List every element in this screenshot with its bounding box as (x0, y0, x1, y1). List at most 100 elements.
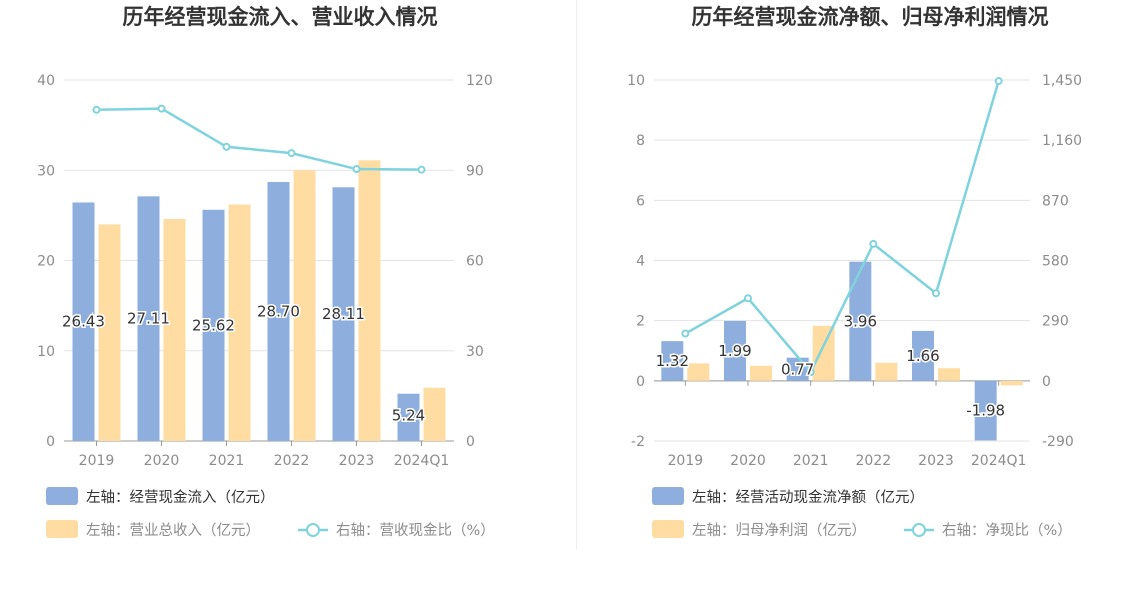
chart2-bar-primary (974, 380, 997, 441)
chart1-left-tick-label: 30 (37, 163, 55, 179)
chart1-title: 历年经营现金流入、营业收入情况 (123, 5, 438, 29)
chart2-ratio-line (684, 80, 1000, 375)
chart1-category-label: 2022 (274, 453, 310, 469)
chart1-right-tick-label: 0 (466, 434, 475, 450)
chart2-ratio-point (744, 294, 752, 303)
chart2-legend-swatch-secondary (652, 520, 684, 538)
chart1-bar-primary (397, 393, 420, 441)
chart2-left-tick-label: 6 (636, 193, 645, 209)
chart1-left-tick-label: 0 (46, 434, 55, 450)
chart2-ratio-point (869, 239, 878, 248)
chart2-legend-label-line: 右轴：净现比（%） (942, 522, 1072, 539)
chart1-legend-label-line: 右轴：营收现金比（%） (336, 522, 495, 539)
chart2-legend-label-secondary: 左轴：归母净利润（亿元） (692, 522, 866, 539)
chart2-category-label: 2022 (856, 453, 892, 469)
chart1-ratio-point (92, 105, 101, 114)
chart1-data-label: 27.11 (127, 310, 170, 328)
chart2-category-label: 2023 (918, 453, 954, 469)
chart2-data-label: -1.98 (966, 402, 1005, 420)
chart1-bar-secondary (423, 387, 446, 441)
chart2-bar-secondary (875, 362, 898, 381)
chart2-right-tick-label: 1,160 (1042, 133, 1082, 149)
chart1-data-label: 25.62 (192, 316, 235, 334)
chart1-bar-primary (137, 196, 160, 441)
chart2-ratio-point (806, 368, 815, 377)
chart1-bar-secondary (293, 170, 316, 441)
chart1-ratio-line (96, 107, 422, 171)
chart2-legend-swatch-primary (652, 487, 684, 505)
chart2-right-tick-label: -290 (1042, 434, 1074, 450)
chart2-ratio-point (681, 329, 690, 338)
chart2-bar-primary (849, 261, 872, 381)
chart1-bar-primary (267, 181, 290, 442)
chart2-left-tick-label: 0 (636, 374, 645, 390)
chart1-category-label: 2023 (339, 453, 375, 469)
chart2-ratio-point (932, 289, 940, 298)
chart1-legend-label-secondary: 左轴：营业总收入（亿元） (86, 522, 260, 539)
chart1-ratio-point (157, 104, 166, 113)
chart2-right-tick-label: 580 (1042, 254, 1069, 270)
chart1-right-tick-label: 60 (466, 254, 484, 270)
chart2-right-tick-label: 0 (1042, 374, 1051, 390)
panel-divider (576, 0, 577, 550)
chart1-left-tick-label: 40 (37, 73, 55, 89)
chart1-legend-swatch-line-marker (306, 523, 320, 537)
chart2-data-label: 1.99 (718, 342, 751, 360)
chart2-bar-secondary (938, 368, 960, 381)
chart1-ratio-point (352, 165, 361, 174)
chart1-category-label: 2020 (144, 453, 180, 469)
chart2-category-label: 2019 (668, 453, 704, 469)
chart2-bar-secondary (1000, 380, 1023, 386)
chart2-data-label: 1.32 (656, 352, 689, 370)
chart2-data-label: 0.77 (781, 360, 814, 378)
chart2-legend-swatch-line-marker (912, 523, 926, 537)
chart1-data-label: 5.24 (392, 407, 425, 425)
chart2-left-tick-label: 4 (636, 254, 645, 270)
chart2-right-tick-label: 290 (1042, 314, 1069, 330)
chart1-right-tick-label: 90 (466, 163, 484, 179)
chart1-data-label: 26.43 (62, 313, 105, 331)
chart1-data-label: 28.70 (257, 302, 300, 320)
chart2-bar-secondary (750, 365, 772, 381)
chart1-legend-label-primary: 左轴：经营现金流入（亿元） (86, 489, 275, 506)
chart2-bar-primary (661, 341, 684, 381)
chart2-title: 历年经营现金流净额、归母净利润情况 (692, 5, 1049, 29)
chart1-bar-primary (332, 187, 355, 441)
chart1-data-label: 28.11 (322, 305, 365, 323)
chart2-bar-primary (724, 320, 746, 381)
chart1-ratio-point (287, 149, 296, 158)
chart1-bar-primary (72, 202, 95, 441)
chart2-category-label: 2021 (793, 453, 829, 469)
chart2-ratio-point (994, 77, 1003, 86)
chart1-right-tick-label: 30 (466, 344, 484, 360)
chart1-category-label: 2019 (79, 453, 115, 469)
chart1-legend-swatch-secondary (46, 520, 78, 538)
chart2-bar-secondary (687, 363, 710, 381)
chart1-left-tick-label: 20 (37, 254, 55, 270)
chart1-ratio-point (222, 142, 231, 151)
chart1-category-label: 2021 (209, 453, 245, 469)
chart2-left-tick-label: -2 (631, 434, 645, 450)
chart2-bar-primary (912, 330, 934, 381)
chart2-left-tick-label: 2 (636, 314, 645, 330)
chart2-left-tick-label: 8 (636, 133, 645, 149)
chart1-legend-swatch-primary (46, 487, 78, 505)
chart2-right-tick-label: 1,450 (1042, 73, 1082, 89)
chart2-bar-secondary (812, 325, 835, 381)
chart1-category-label: 2024Q1 (394, 453, 450, 469)
chart2-data-label: 3.96 (844, 312, 877, 330)
chart2-data-label: 1.66 (906, 347, 939, 365)
chart2-legend-label-primary: 左轴：经营活动现金流净额（亿元） (692, 489, 924, 506)
chart1-bar-secondary (358, 160, 381, 441)
chart1-bar-secondary (228, 204, 251, 441)
chart2-category-label: 2020 (730, 453, 766, 469)
chart1-bar-secondary (163, 218, 186, 441)
chart1-left-tick-label: 10 (37, 344, 55, 360)
chart1-bar-secondary (98, 224, 121, 441)
chart1-ratio-point (417, 165, 426, 174)
chart1-bar-primary (202, 209, 225, 441)
chart1-right-tick-label: 120 (466, 73, 493, 89)
chart2-right-tick-label: 870 (1042, 193, 1069, 209)
chart2-category-label: 2024Q1 (971, 453, 1027, 469)
